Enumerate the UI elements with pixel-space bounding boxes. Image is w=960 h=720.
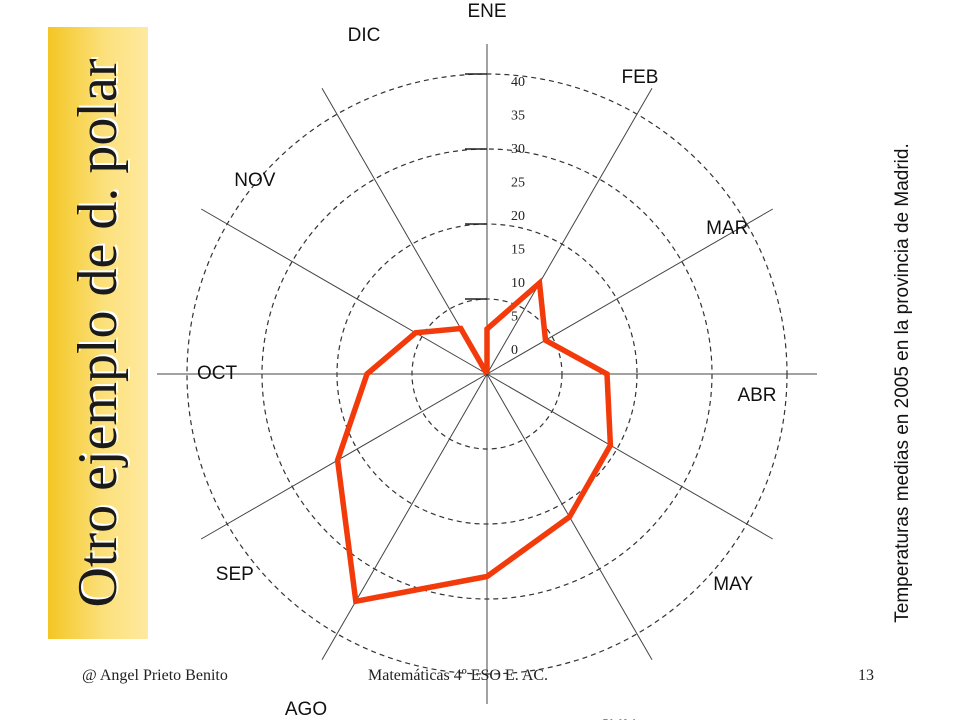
title-banner — [48, 27, 148, 639]
month-label-ago: AGO — [285, 699, 327, 720]
footer-author: @ Angel Prieto Benito — [82, 667, 228, 684]
month-label-mar: MAR — [706, 218, 748, 239]
radial-tick-label: 0 — [511, 343, 518, 358]
month-label-jun: JUN — [600, 717, 637, 720]
radial-tick-label: 25 — [511, 176, 525, 191]
month-label-nov: NOV — [234, 170, 276, 191]
spoke-feb — [486, 87, 653, 375]
month-label-dic: DIC — [348, 25, 381, 46]
month-label-ene: ENE — [467, 1, 506, 22]
chart-caption: Temperaturas medias en 2005 en la provin… — [892, 143, 913, 623]
month-label-oct: OCT — [197, 363, 238, 384]
radial-tick-label: 30 — [511, 142, 525, 157]
spoke-may — [486, 373, 774, 540]
radial-tick-label: 15 — [511, 243, 525, 258]
month-label-sep: SEP — [216, 564, 254, 585]
spoke-ago — [321, 373, 488, 661]
footer-course: Matemáticas 4º ESO E. AC. — [368, 667, 549, 684]
month-label-abr: ABR — [737, 385, 776, 406]
radial-tick-label: 40 — [511, 75, 525, 90]
radial-tick-label: 5 — [511, 310, 518, 325]
footer-page-number: 13 — [858, 667, 874, 684]
radial-tick-label: 10 — [511, 276, 525, 291]
spoke-mar — [486, 208, 774, 375]
series-line — [334, 277, 614, 605]
month-label-feb: FEB — [622, 67, 659, 88]
month-label-may: MAY — [713, 574, 753, 595]
radial-tick-label: 35 — [511, 109, 525, 124]
radial-tick-label: 20 — [511, 209, 525, 224]
spoke-sep — [200, 373, 488, 540]
spoke-nov — [200, 208, 488, 375]
